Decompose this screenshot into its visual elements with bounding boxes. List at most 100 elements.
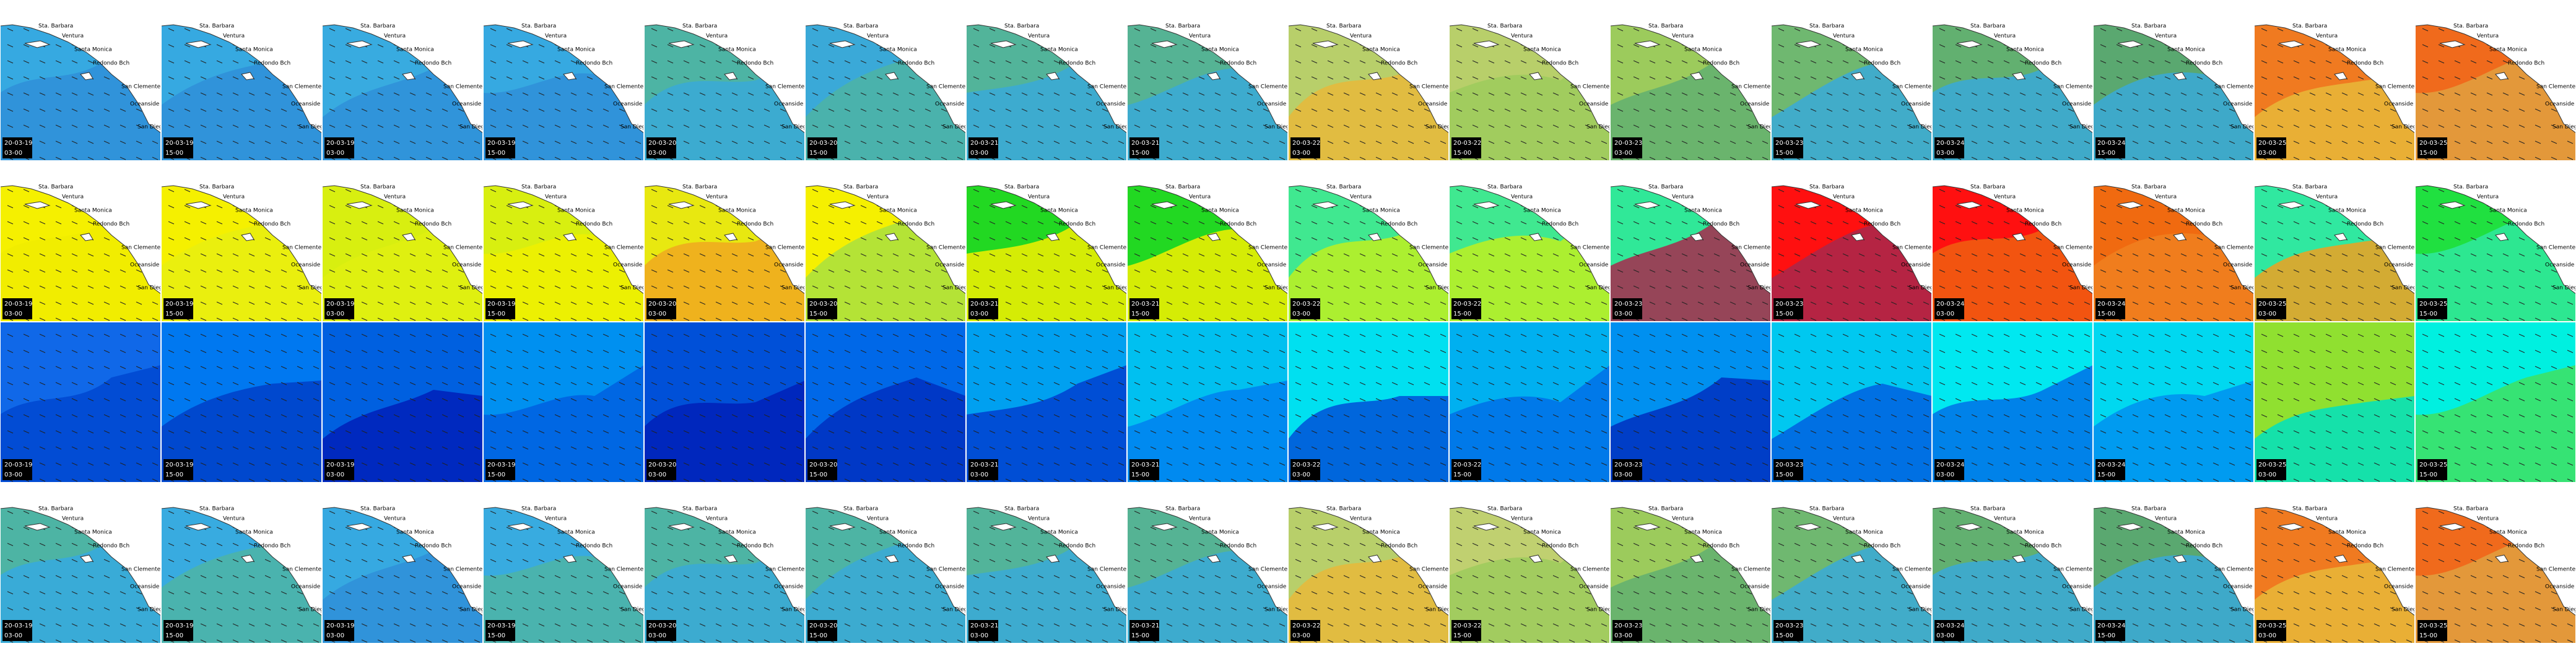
place-label: Sta. Barbara xyxy=(1970,184,2005,191)
place-label: Sta. Barbara xyxy=(38,24,73,30)
stamp-date: 20-03-25 xyxy=(2258,140,2286,147)
place-label: Santa Monica xyxy=(557,208,595,214)
stamp-time: 03-00 xyxy=(1292,311,1310,317)
place-label: San Diego xyxy=(2552,285,2576,291)
stamp-date: 20-03-19 xyxy=(326,140,354,147)
place-label: San Clemente xyxy=(604,84,644,90)
place-label: Redondo Bch xyxy=(1059,222,1095,228)
stamp-time: 15-00 xyxy=(2419,150,2437,157)
place-label: Ventura xyxy=(1833,33,1855,40)
place-label: San Clemente xyxy=(765,245,805,251)
stamp-time: 15-00 xyxy=(1453,472,1471,478)
place-label: Ventura xyxy=(1672,33,1694,40)
stamp-time: 15-00 xyxy=(809,472,827,478)
place-label: Ventura xyxy=(1028,33,1050,40)
place-label: Sta. Barbara xyxy=(360,24,395,30)
place-label: Santa Monica xyxy=(2006,47,2044,53)
stamp-time: 03-00 xyxy=(4,472,22,478)
place-label: Santa Monica xyxy=(557,47,595,53)
place-label: Sta. Barbara xyxy=(1004,24,1039,30)
place-label: Oceanside xyxy=(2062,101,2092,108)
place-label: Oceanside xyxy=(2384,101,2414,108)
place-label: Redondo Bch xyxy=(737,61,773,67)
place-label: Redondo Bch xyxy=(2186,61,2222,67)
place-label: Redondo Bch xyxy=(737,222,773,228)
place-label: Redondo Bch xyxy=(576,61,612,67)
place-label: Ventura xyxy=(384,194,406,200)
place-label: Ventura xyxy=(545,194,567,200)
place-label: Ventura xyxy=(384,33,406,40)
place-label: Oceanside xyxy=(1257,101,1287,108)
place-label: Sta. Barbara xyxy=(843,24,878,30)
place-label: Santa Monica xyxy=(2167,47,2205,53)
stamp-date: 20-03-20 xyxy=(809,462,837,468)
stamp-date: 20-03-25 xyxy=(2258,301,2286,308)
stamp-date: 20-03-25 xyxy=(2419,301,2447,308)
place-label: Redondo Bch xyxy=(898,61,934,67)
place-label: Redondo Bch xyxy=(1220,61,1256,67)
place-label: Redondo Bch xyxy=(1542,61,1578,67)
place-label: Ventura xyxy=(1672,194,1694,200)
place-label: Oceanside xyxy=(1901,101,1931,108)
stamp-date: 20-03-20 xyxy=(648,140,676,147)
place-label: Ventura xyxy=(1189,33,1211,40)
stamp-time: 15-00 xyxy=(165,150,183,157)
place-label: Oceanside xyxy=(2545,101,2575,108)
place-label: Santa Monica xyxy=(718,47,756,53)
place-label: Oceanside xyxy=(935,101,965,108)
place-label: Ventura xyxy=(1189,194,1211,200)
place-label: Ventura xyxy=(2155,33,2177,40)
stamp-time: 03-00 xyxy=(326,311,344,317)
place-label: Redondo Bch xyxy=(1381,222,1417,228)
place-label: San Clemente xyxy=(1409,245,1449,251)
place-label: Redondo Bch xyxy=(1542,222,1578,228)
place-label: Redondo Bch xyxy=(576,222,612,228)
place-label: Ventura xyxy=(62,33,84,40)
stamp-time: 15-00 xyxy=(1131,311,1149,317)
place-label: Oceanside xyxy=(774,101,804,108)
place-label: Oceanside xyxy=(613,101,643,108)
place-label: San Clemente xyxy=(2053,245,2093,251)
stamp-date: 20-03-21 xyxy=(970,462,998,468)
stamp-date: 20-03-19 xyxy=(487,301,515,308)
place-label: Santa Monica xyxy=(718,208,756,214)
place-label: Redondo Bch xyxy=(1381,61,1417,67)
stamp-time: 03-00 xyxy=(970,311,988,317)
place-label: Redondo Bch xyxy=(93,222,129,228)
place-label: Oceanside xyxy=(1579,262,1609,269)
place-label: Ventura xyxy=(545,33,567,40)
place-label: Sta. Barbara xyxy=(1970,24,2005,30)
place-label: Santa Monica xyxy=(2489,47,2527,53)
place-label: Sta. Barbara xyxy=(1326,184,1361,191)
place-label: Redondo Bch xyxy=(1703,222,1739,228)
place-label: Sta. Barbara xyxy=(1809,24,1844,30)
stamp-date: 20-03-24 xyxy=(1936,301,1964,308)
